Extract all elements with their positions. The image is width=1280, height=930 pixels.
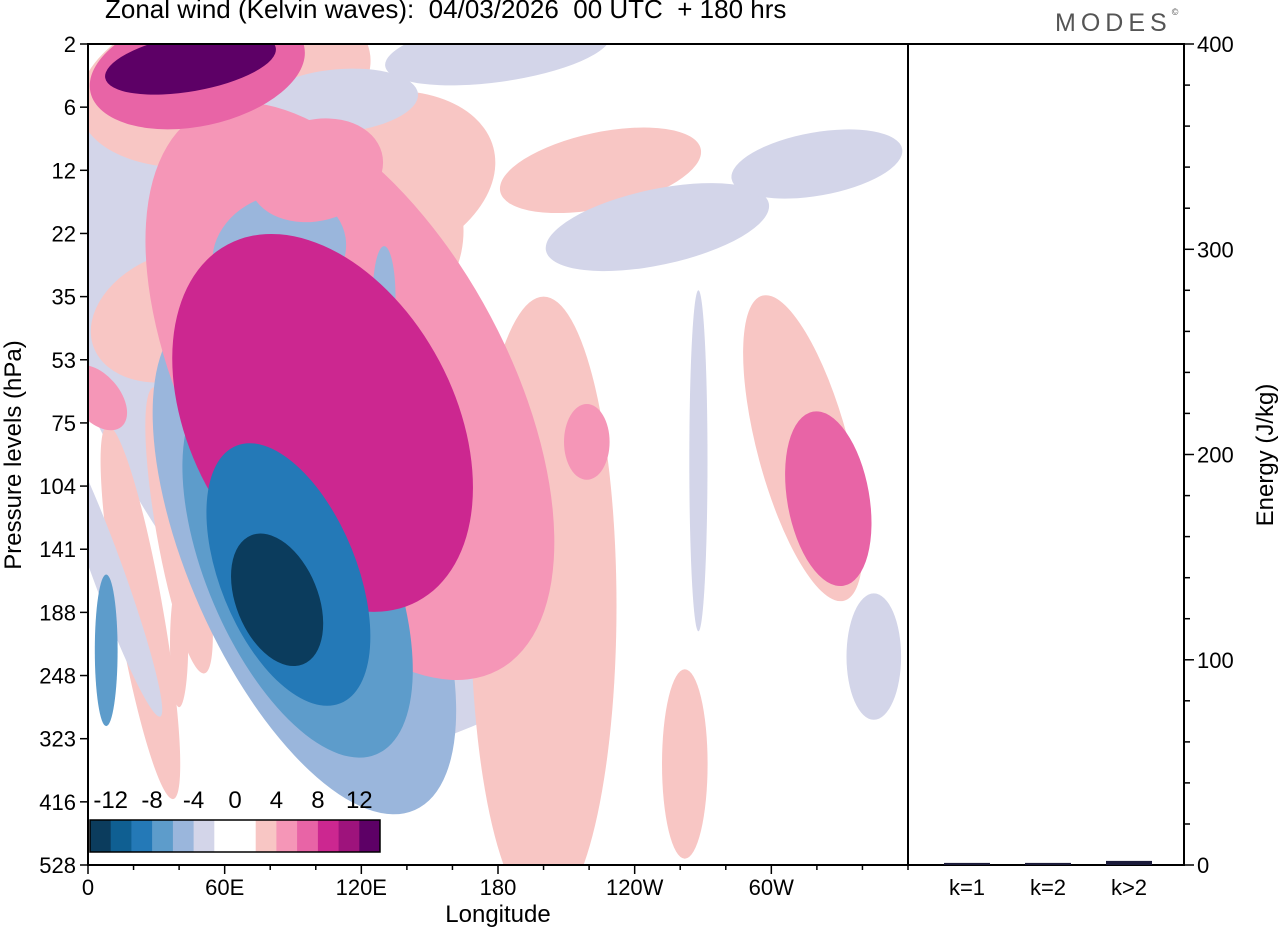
colorbar-swatch (235, 820, 257, 852)
energy-tick-label: 100 (1197, 648, 1234, 673)
energy-bar (944, 862, 990, 865)
colorbar-label: -4 (183, 787, 204, 814)
colorbar (89, 819, 381, 853)
colorbar-swatch (110, 820, 132, 852)
chart-title: Zonal wind (Kelvin waves): 04/03/2026 00… (105, 0, 787, 24)
x-tick-label: 180 (480, 875, 517, 900)
y-tick-label: 528 (39, 853, 76, 878)
colorbar-swatch (359, 820, 381, 852)
wind-contour-region (248, 118, 384, 223)
colorbar-swatch (90, 820, 112, 852)
wind-contour-region (564, 404, 610, 480)
colorbar-label: 4 (270, 787, 283, 814)
energy-tick-label: 200 (1197, 443, 1234, 468)
colorbar-swatch (131, 820, 153, 852)
brand-logo: MODES© (1055, 7, 1179, 38)
energy-axis-label: Energy (J/kg) (1252, 384, 1279, 527)
colorbar-frame (89, 819, 381, 853)
energy-category-labels: k=1 k=2 k>2 (949, 875, 1147, 900)
energy-category-label: k=1 (949, 875, 985, 900)
x-tick-label: 60W (749, 875, 794, 900)
colorbar-labels: -12 -8 -4 0 4 8 12 (93, 787, 372, 814)
y-tick-label: 22 (52, 222, 76, 247)
colorbar-label: 0 (228, 787, 241, 814)
colorbar-swatch (276, 820, 298, 852)
energy-panel-frame (907, 43, 1185, 866)
y-tick-label: 75 (52, 411, 76, 436)
pressure-axis: 2 6 12 22 35 53 75 104 141 188 248 323 416 528 (39, 32, 88, 878)
energy-tick-label: 0 (1197, 853, 1209, 878)
y-tick-label: 248 (39, 664, 76, 689)
x-tick-label: 60E (205, 875, 244, 900)
y-axis-label: Pressure levels (hPa) (0, 340, 27, 569)
colorbar-swatch (255, 820, 277, 852)
energy-tick-label: 300 (1197, 237, 1234, 262)
energy-category-label: k=2 (1030, 875, 1066, 900)
colorbar-label: 8 (311, 787, 324, 814)
y-tick-label: 6 (64, 95, 76, 120)
colorbar-swatch (297, 820, 319, 852)
colorbar-swatch (338, 820, 360, 852)
wind-contour-region (231, 533, 324, 667)
colorbar-swatch (317, 820, 340, 852)
wind-contour-region (689, 290, 708, 632)
wind-contour-region (88, 365, 128, 431)
wind-contour-region (662, 669, 708, 859)
y-tick-label: 416 (39, 790, 76, 815)
x-tick-label: 120W (606, 875, 664, 900)
y-tick-label: 323 (39, 727, 76, 752)
wind-contour-region (545, 183, 770, 272)
colorbar-swatch (172, 820, 195, 852)
y-tick-label: 188 (39, 600, 76, 625)
wind-contour-region (785, 411, 872, 587)
y-tick-label: 141 (39, 537, 76, 562)
wind-contour-region (88, 419, 163, 717)
wind-contour-region (731, 129, 903, 199)
x-tick-label: 120E (336, 875, 387, 900)
wind-contour-field (88, 44, 903, 865)
energy-bar (1106, 860, 1152, 865)
longitude-axis: 0 60E 120E 180 120W 60W (82, 865, 909, 900)
x-axis-label: Longitude (445, 901, 550, 928)
colorbar-label: 12 (346, 787, 373, 814)
energy-axis: 0 100 200 300 400 (1184, 32, 1234, 878)
wind-contour-region (170, 580, 189, 708)
y-tick-label: 35 (52, 285, 76, 310)
energy-category-label: k>2 (1111, 875, 1147, 900)
brand-name: MODES (1055, 9, 1172, 37)
energy-tick-label: 400 (1197, 32, 1234, 57)
wind-contour-region (385, 44, 611, 86)
colorbar-swatch (214, 820, 236, 852)
brand-registered-mark: © (1171, 7, 1179, 17)
y-tick-label: 2 (64, 32, 76, 57)
wind-contour-region (94, 574, 118, 727)
y-tick-label: 53 (52, 348, 76, 373)
colorbar-label: -8 (141, 787, 162, 814)
energy-bar (1025, 862, 1071, 865)
colorbar-swatch (152, 820, 174, 852)
x-tick-label: 0 (82, 875, 94, 900)
wind-contour-region (846, 593, 902, 720)
y-tick-label: 104 (39, 474, 76, 499)
colorbar-label: -12 (93, 787, 128, 814)
wind-contour-region (105, 44, 276, 95)
colorbar-swatch (193, 820, 215, 852)
y-tick-label: 12 (52, 158, 76, 183)
energy-bars (944, 860, 1152, 865)
